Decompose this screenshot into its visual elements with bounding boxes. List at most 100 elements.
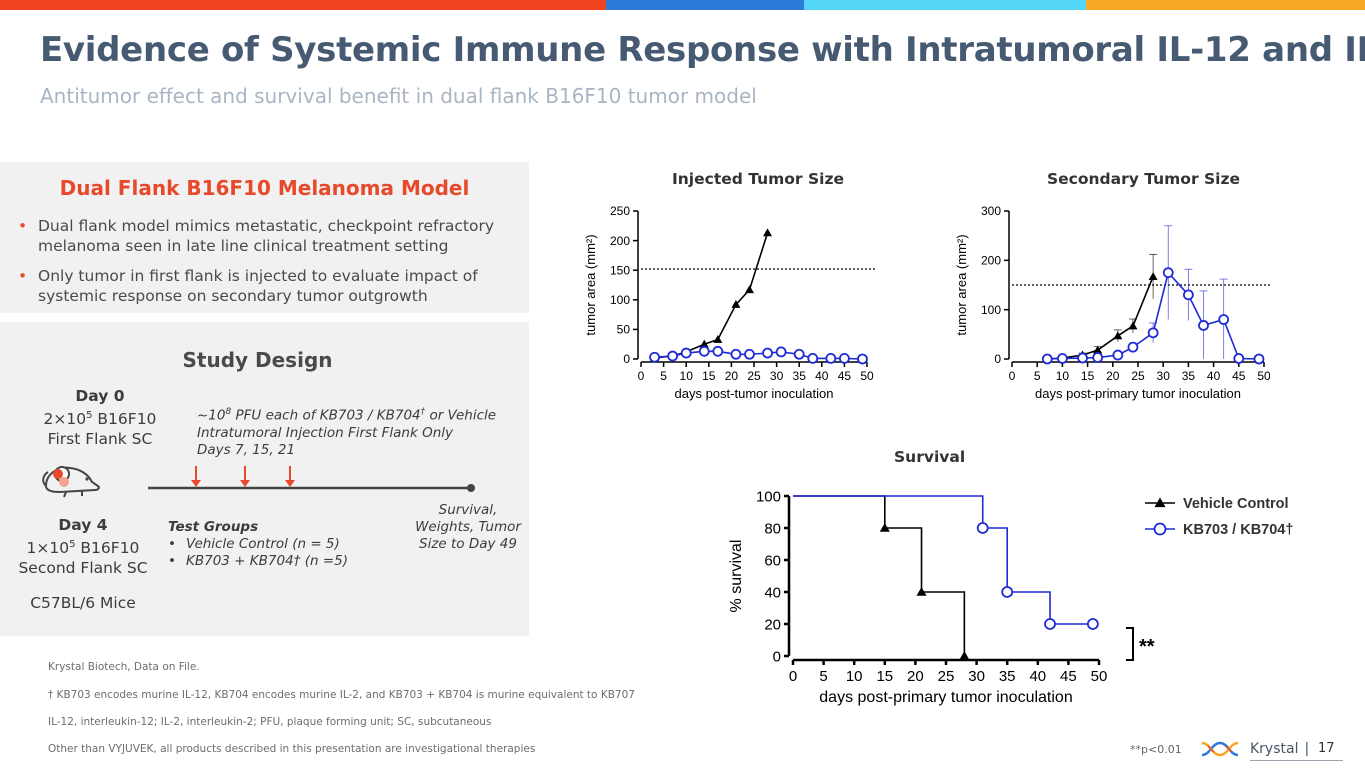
data-point-circle (680, 347, 692, 359)
footnote-investigational: Other than VYJUVEK, all products describ… (48, 743, 536, 755)
page-number: 17 (1318, 741, 1335, 756)
x-tick-label: 25 (938, 668, 955, 685)
footnote-dagger: † KB703 encodes murine IL-12, KB704 enco… (48, 689, 635, 701)
day4-label: Day 4 (58, 516, 108, 534)
x-tick-label: 30 (968, 668, 985, 685)
slide-title: Evidence of Systemic Immune Response wit… (40, 30, 1365, 70)
endpoint-note: Survival, Weights, Tumor Size to Day 49 (415, 502, 521, 552)
data-point-triangle (699, 339, 709, 348)
y-axis-label: tumor area (mm²) (583, 234, 598, 335)
x-tick-label: 45 (1060, 668, 1077, 685)
x-tick-label: 15 (876, 668, 893, 685)
x-tick-label: 0 (1009, 369, 1016, 383)
x-tick-label: 45 (838, 369, 852, 383)
x-tick-label: 50 (1257, 369, 1270, 383)
x-tick-label: 40 (1029, 668, 1046, 685)
footnote-abbreviations: IL-12, interleukin-12; IL-2, interleukin… (48, 716, 492, 728)
x-tick-label: 40 (815, 369, 829, 383)
data-point-circle (1127, 341, 1139, 353)
x-axis-label: days post-tumor inoculation (675, 386, 834, 401)
model-bullets: • Dual flank model mimics metastatic, che… (18, 216, 518, 316)
bullet-item: • Only tumor in first flank is injected t… (18, 266, 518, 306)
y-axis-label: % survival (728, 540, 745, 613)
logo-word: Krystal (1250, 741, 1299, 757)
data-point-circle (1112, 349, 1124, 361)
day4-block: Day 4 1×105 B16F10 Second Flank SC (0, 515, 166, 578)
bullet-text: Dual flank model mimics metastatic, chec… (38, 217, 494, 255)
survival-chart: 0 5 10 15 20 25 30 35 40 45 50 0 20 40 60 80 100 days pos… (728, 488, 1293, 706)
mouse-strain: C57BL/6 Mice (30, 594, 136, 612)
x-tick-label: 10 (680, 369, 694, 383)
accent-bar-cyan (804, 0, 1086, 10)
data-point-triangle (1148, 272, 1158, 280)
day4-cells: 1×105 B16F10 (26, 539, 140, 558)
timeline (148, 466, 475, 492)
x-tick-label: 35 (1182, 369, 1196, 383)
bullet-item: • Dual flank model mimics metastatic, che… (18, 216, 518, 256)
y-tick-label: 200 (981, 254, 1001, 268)
x-tick-label: 5 (660, 369, 667, 383)
y-tick-label: 80 (764, 520, 781, 537)
legend-entry: Vehicle Control (1183, 496, 1289, 512)
data-point-circle (1233, 353, 1245, 364)
accent-bar-orange (1086, 0, 1365, 10)
day0-cells: 2×105 B16F10 (43, 410, 157, 429)
injection-note: ~108 PFU each of KB703 / KB704† or Vehic… (197, 407, 497, 458)
x-tick-label: 10 (1056, 369, 1070, 383)
y-tick-label: 150 (610, 263, 630, 277)
data-point-circle (1182, 289, 1194, 301)
x-tick-label: 5 (819, 668, 827, 685)
significance-note: **p<0.01 (1130, 743, 1182, 756)
data-point-circle (807, 353, 819, 364)
group-item: • KB703 + KB704† (n =5) (168, 553, 348, 569)
x-tick-label: 50 (860, 369, 874, 383)
krystal-helix-icon (1201, 741, 1239, 757)
group-item: • Vehicle Control (n = 5) (168, 536, 340, 552)
data-point-triangle (959, 651, 970, 660)
mouse-icon (42, 466, 100, 498)
y-axis-label: tumor area (mm²) (954, 234, 969, 335)
y-tick-label: 20 (764, 616, 781, 633)
data-point-circle (1057, 353, 1068, 364)
logo-separator: | (1304, 741, 1310, 757)
y-tick-label: 200 (610, 234, 630, 248)
data-point-circle (838, 353, 850, 364)
bullet-dot: • (18, 217, 28, 235)
arrow-down-icon (191, 466, 201, 487)
data-point-circle (1092, 352, 1104, 363)
data-point-circle (649, 351, 660, 363)
y-tick-label: 0 (994, 352, 1001, 366)
data-point-circle (775, 346, 787, 358)
data-point-circle (1253, 353, 1265, 365)
accent-bar-blue (606, 0, 804, 10)
data-point-circle (976, 522, 989, 534)
model-panel: Dual Flank B16F10 Melanoma Model • Dual f… (0, 162, 529, 313)
y-tick-label: 0 (773, 648, 781, 665)
model-heading: Dual Flank B16F10 Melanoma Model (59, 176, 470, 200)
study-design-panel: Study Design Day 0 2×105 B16F10 First Fl… (0, 322, 529, 636)
data-point-triangle (744, 285, 754, 294)
x-tick-label: 20 (907, 668, 924, 685)
day0-label: Day 0 (75, 387, 125, 405)
x-tick-label: 5 (1034, 369, 1041, 383)
data-point-circle (744, 348, 755, 360)
data-point-circle (730, 348, 742, 360)
data-point-circle (1153, 522, 1167, 536)
data-point-circle (1001, 586, 1014, 598)
bullet-dot: • (18, 267, 28, 285)
data-point-triangle (1093, 345, 1103, 354)
y-tick-label: 50 (617, 323, 631, 337)
x-tick-label: 35 (999, 668, 1016, 685)
day0-site: First Flank SC (47, 430, 153, 449)
chart3-title: Survival (894, 448, 966, 466)
data-point-circle (762, 347, 773, 359)
injected-tumor-chart: 0 5 10 15 20 25 30 35 40 45 50 0 50 100 150 200 250 days … (583, 204, 875, 401)
data-point-triangle (1113, 331, 1123, 340)
slide-subtitle: Antitumor effect and survival benefit in… (40, 84, 757, 108)
series-step-line (793, 495, 1093, 625)
x-axis-label: days post-primary tumor inoculation (819, 689, 1072, 706)
x-tick-label: 25 (1131, 369, 1145, 383)
x-tick-label: 0 (789, 668, 797, 685)
x-tick-label: 30 (770, 369, 784, 383)
y-tick-label: 0 (623, 352, 630, 366)
